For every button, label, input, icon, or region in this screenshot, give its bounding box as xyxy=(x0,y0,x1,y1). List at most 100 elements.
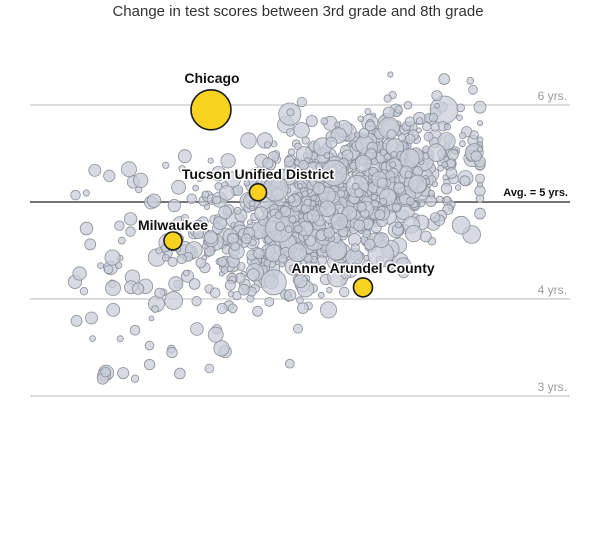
district-dot xyxy=(454,184,462,191)
district-dot xyxy=(364,120,376,132)
district-dot xyxy=(387,71,394,78)
district-dot xyxy=(325,136,338,149)
district-dot xyxy=(406,196,415,206)
district-dot xyxy=(104,249,121,266)
district-dot xyxy=(117,367,130,380)
district-dot xyxy=(379,197,388,206)
district-dot xyxy=(201,254,208,261)
district-dot xyxy=(476,120,483,127)
district-dot xyxy=(164,291,183,310)
district-dot xyxy=(106,302,121,317)
district-dot xyxy=(79,287,89,296)
district-dot xyxy=(370,193,378,201)
district-dot xyxy=(293,274,308,289)
district-dot xyxy=(468,85,478,95)
district-dot xyxy=(260,269,287,296)
district-dot xyxy=(209,287,221,299)
district-dot xyxy=(393,182,406,195)
district-dot xyxy=(284,358,295,369)
district-dot xyxy=(129,324,141,336)
district-dot xyxy=(192,228,204,240)
district-dot xyxy=(405,133,416,144)
district-dot xyxy=(253,248,265,260)
district-dot xyxy=(434,102,440,109)
highlighted-dot xyxy=(352,277,374,298)
district-dot xyxy=(190,322,204,336)
district-dot xyxy=(262,157,274,169)
district-dot xyxy=(323,152,331,159)
district-dot xyxy=(292,323,303,334)
district-dot xyxy=(383,94,392,103)
district-dot xyxy=(284,225,293,234)
district-dot xyxy=(148,315,155,322)
district-dot xyxy=(384,259,395,271)
district-dot xyxy=(183,269,190,277)
district-dot xyxy=(246,219,253,226)
district-dot xyxy=(391,202,401,212)
district-dot xyxy=(212,195,222,205)
district-dot xyxy=(340,267,352,280)
district-dot xyxy=(89,335,96,342)
district-dot xyxy=(144,358,156,371)
district-dot xyxy=(301,190,309,198)
district-dot xyxy=(117,236,126,245)
district-dot xyxy=(132,282,145,295)
district-dot xyxy=(240,132,257,149)
district-dot xyxy=(443,123,452,131)
district-dot xyxy=(354,187,364,198)
district-dot xyxy=(362,229,372,238)
highlight-label: Tucson Unified District xyxy=(182,166,335,182)
district-dot xyxy=(374,209,386,221)
district-dot xyxy=(470,150,482,162)
highlight-label: Anne Arundel County xyxy=(291,260,435,276)
district-dot xyxy=(97,262,104,270)
district-dot xyxy=(233,206,242,215)
district-dot xyxy=(459,132,467,140)
highlight-label: Milwaukee xyxy=(138,217,208,233)
district-dot xyxy=(437,165,444,172)
district-dot xyxy=(289,264,297,272)
district-dot xyxy=(220,153,236,169)
highlighted-districts xyxy=(163,89,374,298)
district-dot xyxy=(192,184,199,192)
district-dot xyxy=(278,254,288,264)
district-dot xyxy=(476,136,484,144)
district-dot xyxy=(123,212,138,226)
highlight-labels: Chicago Tucson Unified District Milwaukee A… xyxy=(136,69,436,278)
district-dot xyxy=(430,122,440,132)
district-dot xyxy=(70,314,83,327)
district-dot xyxy=(317,291,325,299)
district-dot xyxy=(362,259,372,270)
district-dot xyxy=(303,198,312,207)
district-dot xyxy=(430,212,441,223)
district-dot xyxy=(422,122,432,132)
district-dot xyxy=(180,214,190,223)
district-dot xyxy=(114,220,125,231)
district-dot xyxy=(389,161,397,168)
district-dot xyxy=(254,206,269,221)
district-dot xyxy=(353,219,366,232)
district-dot xyxy=(427,189,435,197)
district-dot xyxy=(103,264,114,275)
district-dot xyxy=(207,157,214,164)
district-dot xyxy=(105,280,121,297)
district-dot xyxy=(438,73,451,85)
district-dot xyxy=(125,226,136,237)
district-dot xyxy=(298,159,309,171)
district-dot xyxy=(216,302,228,314)
district-dot xyxy=(297,213,304,220)
district-dot xyxy=(473,100,487,114)
district-dot xyxy=(285,128,295,137)
district-dot xyxy=(121,161,137,178)
district-dot xyxy=(218,205,232,220)
district-dot xyxy=(284,289,297,302)
district-dot xyxy=(445,167,458,179)
district-dot xyxy=(389,176,396,183)
district-dot xyxy=(443,196,451,204)
district-dot xyxy=(399,148,420,169)
district-dot xyxy=(405,225,423,243)
district-dot xyxy=(286,108,295,117)
district-dot xyxy=(305,115,318,128)
district-dot xyxy=(451,215,471,235)
district-dot xyxy=(390,151,398,158)
